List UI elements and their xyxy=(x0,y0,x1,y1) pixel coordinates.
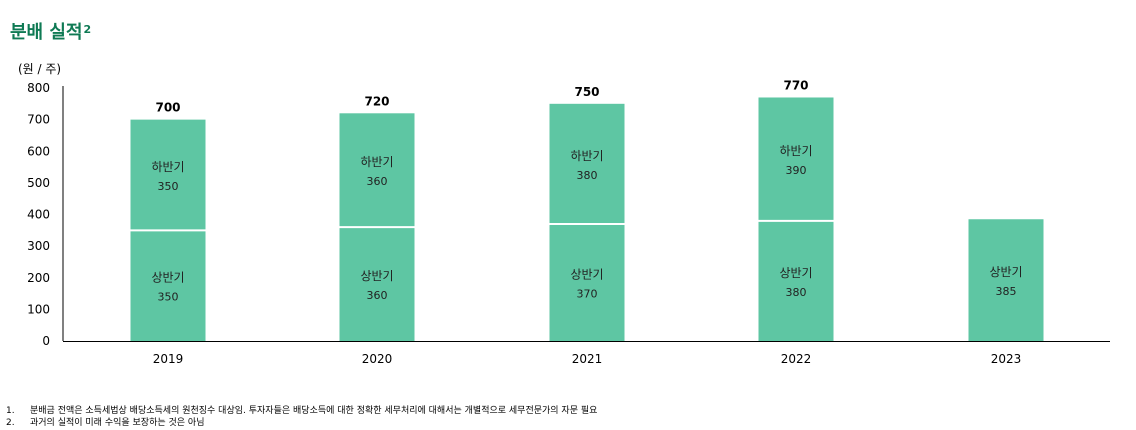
bar-2019-second-half xyxy=(130,119,206,231)
bar-2019-second-half-name: 하반기 xyxy=(151,160,184,174)
bar-2019-second-half-value: 350 xyxy=(158,180,179,193)
bar-2022-first-half-name: 상반기 xyxy=(779,266,812,280)
bar-2021-first-half-name: 상반기 xyxy=(570,267,603,281)
bar-2023-first-half-value: 385 xyxy=(996,285,1017,298)
x-tick-label-2020: 2020 xyxy=(362,352,393,366)
bar-2022-second-half-value: 390 xyxy=(786,164,807,177)
x-tick-label-2023: 2023 xyxy=(991,352,1022,366)
bar-2019-first-half-name: 상반기 xyxy=(151,271,184,285)
y-tick-label-6: 600 xyxy=(27,144,50,158)
y-tick-label-0: 0 xyxy=(42,334,50,348)
bar-2021-first-half-value: 370 xyxy=(577,287,598,300)
bar-2021-second-half-value: 380 xyxy=(577,169,598,182)
bar-2023-first-half xyxy=(968,219,1044,341)
bar-2020-second-half-value: 360 xyxy=(367,175,388,188)
footnote-2: 2. 과거의 실적이 미래 수익을 보장하는 것은 아님 xyxy=(6,418,205,428)
bar-2020-first-half-value: 360 xyxy=(367,289,388,302)
y-tick-label-7: 700 xyxy=(27,113,50,127)
y-tick-label-1: 100 xyxy=(27,302,50,316)
bar-2022-first-half-value: 380 xyxy=(786,286,807,299)
bar-2021-total-label: 750 xyxy=(574,85,599,99)
y-tick-label-8: 800 xyxy=(27,81,50,95)
bar-2019-first-half-value: 350 xyxy=(158,291,179,304)
title-footnote-marker: 2 xyxy=(83,23,92,36)
bar-2020-first-half-name: 상반기 xyxy=(360,269,393,283)
bar-2021-second-half-name: 하반기 xyxy=(570,149,603,163)
bar-2020-total-label: 720 xyxy=(364,94,389,108)
bar-2019-total-label: 700 xyxy=(155,101,180,115)
x-tick-label-2022: 2022 xyxy=(781,352,812,366)
footnote-1: 1. 분배금 전액은 소득세법상 배당소득세의 원천징수 대상임. 투자자들은 배… xyxy=(6,406,598,416)
footnotes: 1. 분배금 전액은 소득세법상 배당소득세의 원천징수 대상임. 투자자들은 배… xyxy=(6,405,597,429)
distribution-bar-chart: 0 100 200 300 400 500 600 700 800 상반기 350 하반기 350 700… xyxy=(27,78,1110,366)
bar-2020-second-half xyxy=(339,113,415,228)
bar-2021-second-half xyxy=(549,103,625,224)
y-tick-label-2: 200 xyxy=(27,271,50,285)
bar-2020-first-half xyxy=(339,227,415,341)
x-tick-label-2021: 2021 xyxy=(572,352,603,366)
x-tick-label-2019: 2019 xyxy=(153,352,184,366)
bar-2019-first-half xyxy=(130,230,206,341)
y-tick-label-3: 300 xyxy=(27,239,50,253)
bar-2020-second-half-name: 하반기 xyxy=(360,155,393,169)
y-axis-unit-label: (원 / 주) xyxy=(18,62,62,76)
bar-2021-first-half xyxy=(549,223,625,341)
bar-2023-first-half-name: 상반기 xyxy=(989,265,1022,279)
page-title: 분배 실적2 xyxy=(10,22,92,43)
bar-2022-first-half xyxy=(758,220,834,341)
bar-2022-second-half xyxy=(758,97,834,221)
y-tick-label-5: 500 xyxy=(27,176,50,190)
y-tick-label-4: 400 xyxy=(27,208,50,222)
bar-2022-second-half-name: 하반기 xyxy=(779,144,812,158)
bar-2022-total-label: 770 xyxy=(783,78,808,92)
